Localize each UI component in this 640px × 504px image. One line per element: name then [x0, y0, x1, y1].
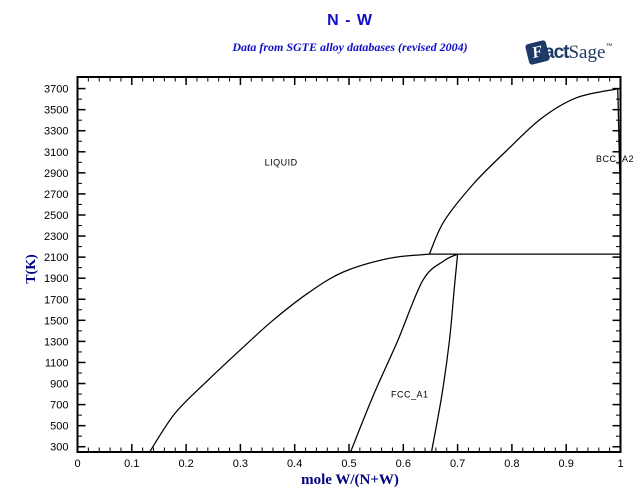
y-tick-label: 3500	[44, 105, 68, 117]
y-tick-label: 1300	[44, 336, 68, 348]
region-label-liquid: LIQUID	[265, 157, 298, 167]
x-tick-label: 0.3	[233, 458, 248, 470]
y-tick-label: 1700	[44, 294, 68, 306]
logo-text-act: act	[544, 42, 569, 63]
plot-box	[76, 76, 622, 453]
region-label-fcc_a1: FCC_A1	[391, 390, 429, 400]
y-tick-label: 300	[50, 442, 68, 454]
x-axis-title: mole W/(N+W)	[301, 472, 399, 488]
y-tick-label: 2700	[44, 189, 68, 201]
x-tick-label: 0.9	[559, 458, 574, 470]
y-tick-label: 1900	[44, 273, 68, 285]
x-tick-label: 0.6	[396, 458, 411, 470]
x-tick-label: 0.5	[341, 458, 356, 470]
region-label-bcc_a2: BCC_A2	[596, 154, 634, 164]
x-tick-label: 0.1	[124, 458, 139, 470]
page-title: N - W	[327, 12, 373, 29]
y-tick-label: 2500	[44, 210, 68, 222]
y-tick-label: 1500	[44, 315, 68, 327]
page-subtitle: Data from SGTE alloy databases (revised …	[232, 40, 468, 54]
y-tick-label: 1100	[45, 357, 69, 369]
x-tick-label: 0.4	[287, 458, 302, 470]
logo-text-sage: Sage	[568, 42, 606, 63]
y-tick-label: 700	[50, 400, 68, 412]
y-tick-label: 2100	[44, 252, 68, 264]
logo-trademark: ™	[605, 43, 613, 50]
x-tick-label: 0.2	[178, 458, 193, 470]
x-tick-label: 0.8	[504, 458, 519, 470]
phase-boundary-fcc-left-boundary	[350, 253, 458, 453]
y-tick-label: 3100	[44, 147, 68, 159]
y-tick-label: 2900	[44, 168, 68, 180]
phase-boundary-fcc-right-boundary	[430, 254, 459, 452]
y-tick-label: 500	[50, 421, 68, 433]
y-tick-label: 2300	[44, 231, 68, 243]
x-tick-label: 1	[617, 458, 623, 470]
y-tick-label: 3300	[44, 126, 68, 138]
y-tick-label: 900	[50, 379, 68, 391]
phase-boundary-liquidus-left	[149, 253, 430, 453]
x-tick-label: 0.7	[450, 458, 465, 470]
y-tick-label: 3700	[44, 84, 68, 96]
phase-boundary-bcc-solvus	[617, 88, 621, 194]
x-tick-label: 0	[74, 458, 80, 470]
phase-boundary-liquidus-right	[428, 88, 618, 255]
